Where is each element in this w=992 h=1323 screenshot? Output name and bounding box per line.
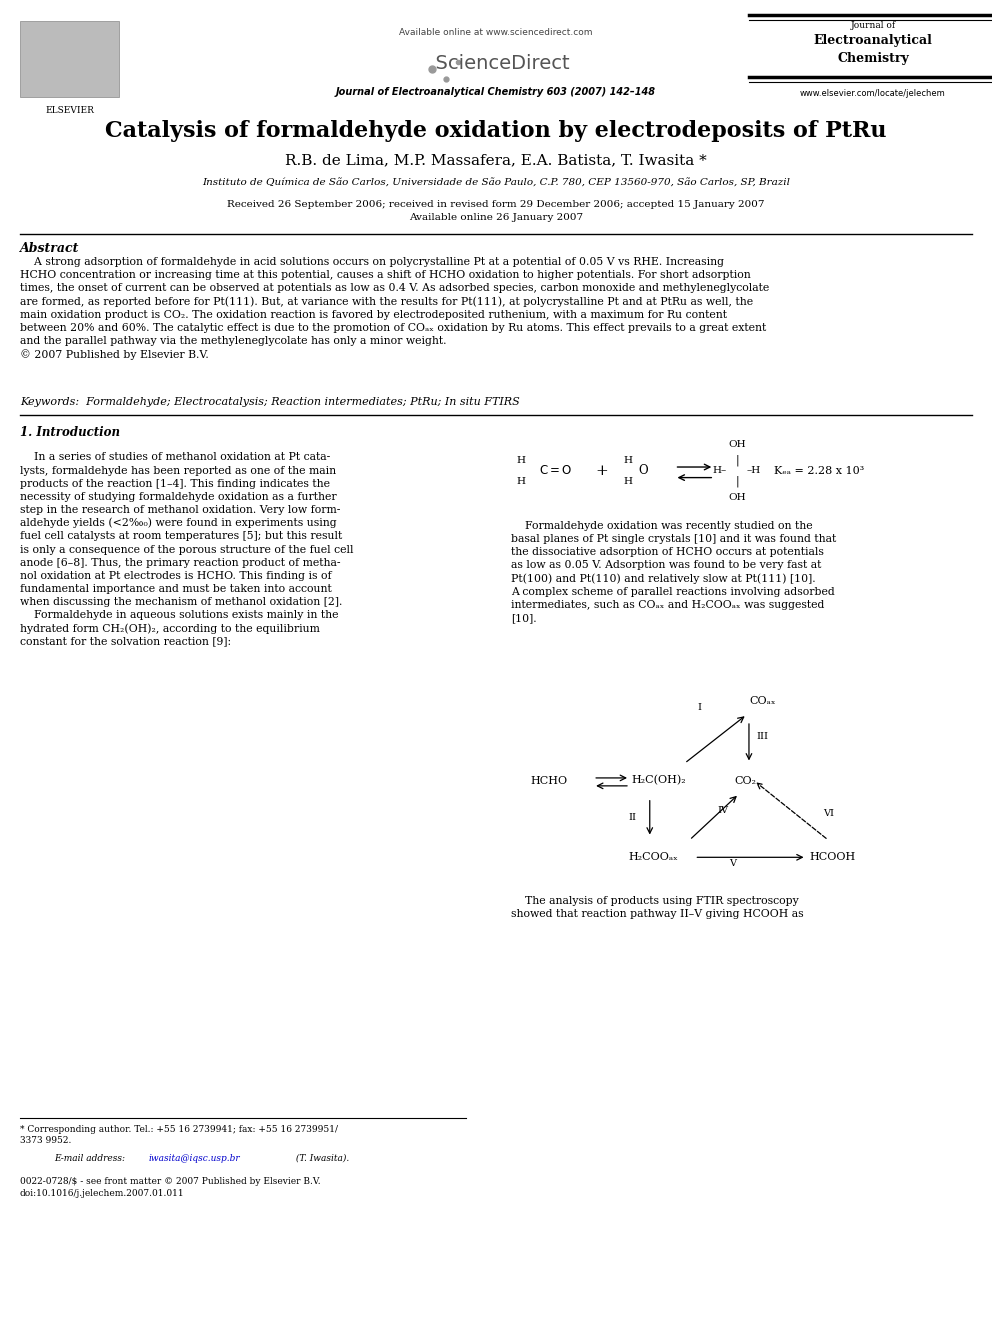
Text: –H: –H (747, 467, 761, 475)
Text: Journal of: Journal of (850, 21, 896, 30)
Text: In a series of studies of methanol oxidation at Pt cata-
lysts, formaldehyde has: In a series of studies of methanol oxida… (20, 452, 353, 647)
Text: OH: OH (728, 441, 746, 448)
Text: H: H (623, 456, 633, 464)
Text: |: | (735, 455, 739, 466)
Text: Keywords:  Formaldehyde; Electrocatalysis; Reaction intermediates; PtRu; In situ: Keywords: Formaldehyde; Electrocatalysis… (20, 397, 520, 407)
Text: Available online at www.sciencedirect.com: Available online at www.sciencedirect.co… (399, 28, 593, 37)
Text: www.elsevier.com/locate/jelechem: www.elsevier.com/locate/jelechem (801, 89, 945, 98)
Text: Kₑₐ = 2.28 x 10³: Kₑₐ = 2.28 x 10³ (774, 466, 864, 476)
Text: 0022-0728/$ - see front matter © 2007 Published by Elsevier B.V.
doi:10.1016/j.j: 0022-0728/$ - see front matter © 2007 Pu… (20, 1177, 320, 1197)
Text: H: H (623, 478, 633, 486)
Text: +: + (596, 464, 608, 478)
Text: H₂COOₐₓ: H₂COOₐₓ (628, 852, 678, 863)
Text: |: | (735, 476, 739, 487)
Text: A strong adsorption of formaldehyde in acid solutions occurs on polycrystalline : A strong adsorption of formaldehyde in a… (20, 257, 769, 360)
Text: II: II (628, 814, 636, 822)
Text: OH: OH (728, 493, 746, 501)
Text: * Corresponding author. Tel.: +55 16 2739941; fax: +55 16 2739951/
3373 9952.: * Corresponding author. Tel.: +55 16 273… (20, 1125, 338, 1144)
Text: Abstract: Abstract (20, 242, 79, 255)
Text: III: III (757, 733, 769, 741)
Text: $\mathsf{C{=}O}$: $\mathsf{C{=}O}$ (539, 464, 572, 478)
Text: R.B. de Lima, M.P. Massafera, E.A. Batista, T. Iwasita *: R.B. de Lima, M.P. Massafera, E.A. Batis… (285, 153, 707, 168)
Text: H₂C(OH)₂: H₂C(OH)₂ (632, 775, 686, 786)
Text: CO₂: CO₂ (734, 775, 756, 786)
Text: Instituto de Química de São Carlos, Universidade de São Paulo, C.P. 780, CEP 135: Instituto de Química de São Carlos, Univ… (202, 179, 790, 188)
Text: Chemistry: Chemistry (837, 52, 909, 65)
Text: The analysis of products using FTIR spectroscopy
showed that reaction pathway II: The analysis of products using FTIR spec… (511, 896, 804, 918)
Text: H–: H– (713, 467, 727, 475)
Text: O: O (638, 464, 648, 478)
Text: Available online 26 January 2007: Available online 26 January 2007 (409, 213, 583, 222)
Text: Electroanalytical: Electroanalytical (813, 34, 932, 48)
Text: Received 26 September 2006; received in revised form 29 December 2006; accepted : Received 26 September 2006; received in … (227, 200, 765, 209)
Text: Journal of Electroanalytical Chemistry 603 (2007) 142–148: Journal of Electroanalytical Chemistry 6… (336, 87, 656, 98)
Text: iwasita@iqsc.usp.br: iwasita@iqsc.usp.br (149, 1154, 240, 1163)
Text: ScienceDirect: ScienceDirect (423, 54, 569, 73)
Text: Formaldehyde oxidation was recently studied on the
basal planes of Pt single cry: Formaldehyde oxidation was recently stud… (511, 521, 836, 623)
Text: V: V (729, 860, 736, 868)
Text: IV: IV (717, 807, 728, 815)
Text: Catalysis of formaldehyde oxidation by electrodeposits of PtRu: Catalysis of formaldehyde oxidation by e… (105, 120, 887, 143)
Text: VI: VI (823, 810, 834, 818)
Text: COₐₓ: COₐₓ (749, 696, 776, 706)
Text: 1. Introduction: 1. Introduction (20, 426, 120, 439)
Text: H: H (516, 456, 526, 464)
FancyBboxPatch shape (20, 21, 119, 97)
Text: HCOOH: HCOOH (809, 852, 856, 863)
Text: ELSEVIER: ELSEVIER (45, 106, 94, 115)
Text: E-mail address:: E-mail address: (55, 1154, 128, 1163)
Text: HCHO: HCHO (531, 775, 567, 786)
Text: H: H (516, 478, 526, 486)
Text: I: I (697, 704, 701, 712)
Text: (T. Iwasita).: (T. Iwasita). (293, 1154, 349, 1163)
